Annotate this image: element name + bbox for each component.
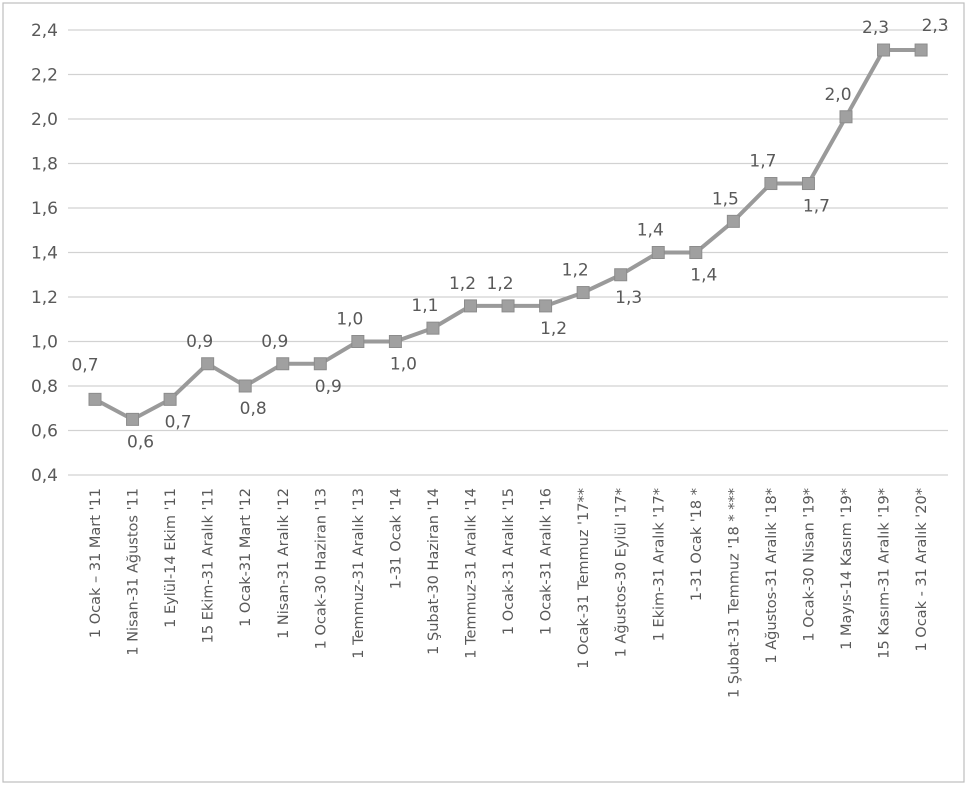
x-tick-label: 1 Ocak-30 Nisan '19* xyxy=(801,488,817,642)
x-tick-label: 1 Ocak-30 Haziran '13 xyxy=(313,488,329,649)
data-point-marker xyxy=(914,43,928,57)
x-tick-label: 1 Ağustos-31 Aralık '18* xyxy=(764,488,780,664)
data-label: 0,8 xyxy=(240,399,267,419)
x-tick-label: 1 Ocak-31 Mart '12 xyxy=(238,488,254,627)
data-point-marker xyxy=(726,214,740,228)
y-tick-label: 1,4 xyxy=(31,244,58,264)
data-point-marker xyxy=(614,268,628,282)
data-label: 1,7 xyxy=(749,152,776,172)
data-label: 2,0 xyxy=(824,85,851,105)
y-tick-label: 0,6 xyxy=(31,422,58,442)
x-tick-label: 15 Kasım-31 Aralık '19* xyxy=(877,488,893,659)
data-point-marker xyxy=(276,357,290,371)
x-tick-label: 1-31 Ocak '14 xyxy=(388,488,404,589)
series-line xyxy=(94,48,922,422)
data-point-marker xyxy=(238,379,252,393)
data-label: 1,3 xyxy=(615,288,642,308)
data-point-marker xyxy=(464,299,477,313)
data-point-marker xyxy=(88,392,102,406)
data-label: 0,7 xyxy=(71,355,98,375)
x-tick-label: 1 Ocak-31 Aralık '15 xyxy=(501,488,517,635)
x-tick-label: 1 Ocak – 31 Mart '11 xyxy=(88,488,104,638)
x-tick-label: 1 Ağustos-30 Eylül '17* xyxy=(614,488,630,657)
y-tick-label: 2,2 xyxy=(31,66,58,86)
data-point-marker xyxy=(689,246,703,259)
data-label: 1,1 xyxy=(411,296,438,316)
data-point-marker xyxy=(764,177,778,191)
data-point-marker xyxy=(801,177,815,191)
y-tick-label: 1,6 xyxy=(31,199,58,219)
y-tick-label: 1,0 xyxy=(31,333,58,353)
y-tick-label: 1,2 xyxy=(31,288,58,308)
data-label: 2,3 xyxy=(862,18,889,38)
data-label: 0,9 xyxy=(261,332,288,352)
data-point-marker xyxy=(501,299,515,313)
data-point-marker xyxy=(351,335,365,348)
data-point-marker xyxy=(388,335,402,348)
data-point-marker xyxy=(651,246,665,259)
series-line-group xyxy=(94,48,922,422)
data-labels: 0,7 0,6 0,7 0,9 0,8 0,9 0,9 1,0 1,0 1,1 1,2 1,2 1,2 1… xyxy=(71,16,948,452)
data-label: 1,4 xyxy=(637,221,664,241)
data-label: 2,3 xyxy=(922,16,949,36)
x-tick-label: 1 Şubat-31 Temmuz '18 * *** xyxy=(726,488,742,698)
y-tick-label: 1,8 xyxy=(31,155,58,175)
x-tick-label: 1 Ekim-31 Aralık '17* xyxy=(651,488,667,641)
data-label: 1,7 xyxy=(803,197,830,217)
data-point-marker xyxy=(201,357,215,371)
x-tick-label: 1 Eylül-14 Ekim '11 xyxy=(163,488,179,628)
data-label: 1,2 xyxy=(562,261,589,281)
data-point-marker xyxy=(163,392,177,406)
x-tick-label: 1 Temmuz-31 Aralık '14 xyxy=(464,488,480,659)
y-tick-label: 0,8 xyxy=(31,377,58,397)
data-point-marker xyxy=(576,286,590,300)
data-label: 1,0 xyxy=(390,355,417,375)
data-label: 1,0 xyxy=(336,310,363,330)
x-tick-label: 1 Ocak-31 Aralık '16 xyxy=(539,488,555,635)
data-markers xyxy=(88,43,928,426)
data-label: 0,7 xyxy=(165,412,192,432)
data-point-marker xyxy=(126,412,140,426)
x-tick-label: 1 Ocak-31 Temmuz '17** xyxy=(576,488,592,669)
gridlines xyxy=(68,29,948,476)
data-label: 0,6 xyxy=(127,432,154,452)
x-tick-label: 1 Mayıs-14 Kasım '19* xyxy=(839,488,855,650)
x-tick-label: 15 Ekim-31 Aralık '11 xyxy=(201,488,217,643)
y-axis-tick-labels: 2,4 2,2 2,0 1,8 1,6 1,4 1,2 1,0 0,8 0,6 0,4 xyxy=(31,21,58,486)
y-tick-label: 2,0 xyxy=(31,110,58,130)
data-label: 1,2 xyxy=(449,274,476,294)
data-point-marker xyxy=(877,43,891,57)
x-tick-label: 1 Ocak - 31 Aralık '20* xyxy=(914,488,930,652)
data-point-marker xyxy=(313,357,327,371)
data-label: 1,5 xyxy=(712,189,739,209)
x-tick-label: 1-31 Ocak '18 * xyxy=(689,488,705,601)
data-label: 1,2 xyxy=(487,274,514,294)
x-axis-tick-labels: 1 Ocak – 31 Mart '11 1 Nisan-31 Ağustos '… xyxy=(88,488,930,698)
data-label: 1,4 xyxy=(690,266,717,286)
y-tick-label: 0,4 xyxy=(31,466,58,486)
data-point-marker xyxy=(539,299,553,313)
x-tick-label: 1 Şubat-30 Haziran '14 xyxy=(426,488,442,655)
data-point-marker xyxy=(839,110,853,124)
data-label: 0,9 xyxy=(186,332,213,352)
x-tick-label: 1 Temmuz-31 Aralık '13 xyxy=(351,488,367,659)
x-tick-label: 1 Nisan-31 Aralık '12 xyxy=(276,488,292,639)
y-tick-label: 2,4 xyxy=(31,21,58,41)
x-tick-label: 1 Nisan-31 Ağustos '11 xyxy=(126,488,142,656)
data-label: 0,9 xyxy=(315,377,342,397)
data-point-marker xyxy=(426,321,440,335)
data-label: 1,2 xyxy=(540,319,567,339)
